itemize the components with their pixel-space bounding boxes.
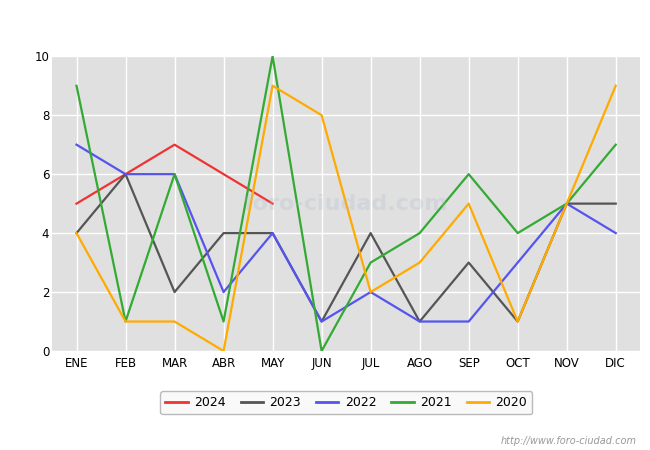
Legend: 2024, 2023, 2022, 2021, 2020: 2024, 2023, 2022, 2021, 2020 xyxy=(160,391,532,414)
Text: Matriculaciones de Vehiculos en Zaidín: Matriculaciones de Vehiculos en Zaidín xyxy=(163,14,487,33)
Text: http://www.foro-ciudad.com: http://www.foro-ciudad.com xyxy=(501,436,637,446)
Text: foro-ciudad.com: foro-ciudad.com xyxy=(244,194,448,214)
